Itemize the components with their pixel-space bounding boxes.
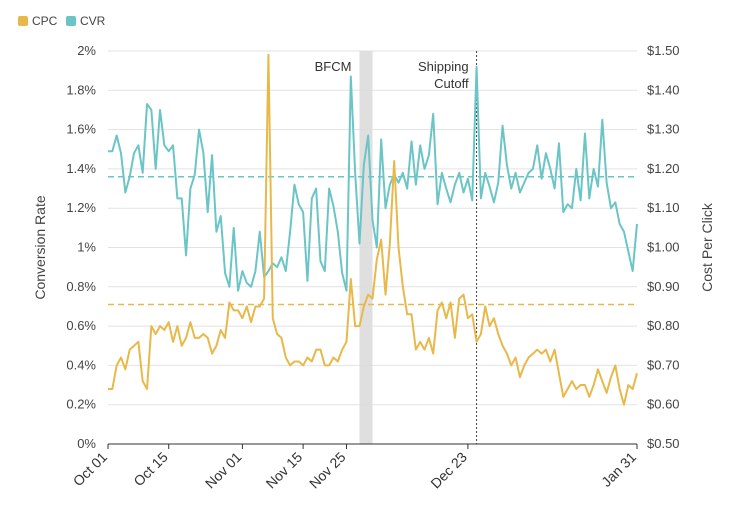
reference-lines xyxy=(108,176,637,306)
right-tick-label: $1.40 xyxy=(647,82,680,97)
right-tick-label: $0.60 xyxy=(647,397,680,412)
left-axis-title: Conversion Rate xyxy=(32,195,48,299)
series-line-cvr xyxy=(108,65,638,292)
bfcm-band xyxy=(359,51,373,444)
right-tick-label: $0.70 xyxy=(647,357,680,372)
legend-swatch-cpc xyxy=(18,16,28,26)
left-tick-label: 1% xyxy=(77,240,96,255)
left-tick-label: 0.2% xyxy=(66,397,96,412)
annotation-labels: BFCM Shipping Cutoff xyxy=(315,59,469,91)
axes: 0% $0.50 0.2% $0.60 0.4% $0.70 0.6% $0.80 0.8% $0… xyxy=(32,43,715,491)
x-tick-label: Dec 23 xyxy=(427,449,470,492)
x-tick-label: Oct 01 xyxy=(70,449,111,490)
x-tick-label: Nov 01 xyxy=(202,449,245,492)
right-tick-label: $1.00 xyxy=(647,240,680,255)
right-tick-label: $1.20 xyxy=(647,161,680,176)
left-tick-label: 1.4% xyxy=(66,161,96,176)
shipping-cutoff-label: Shipping xyxy=(418,59,469,74)
left-tick-label: 0.4% xyxy=(66,357,96,372)
right-tick-label: $0.50 xyxy=(647,436,680,451)
left-tick-label: 0% xyxy=(77,436,96,451)
legend-label-cpc: CPC xyxy=(32,14,58,28)
left-tick-label: 2% xyxy=(77,43,96,58)
legend: CPC CVR xyxy=(18,14,106,28)
right-tick-label: $1.30 xyxy=(647,122,680,137)
legend-label-cvr: CVR xyxy=(80,14,106,28)
left-tick-label: 0.8% xyxy=(66,279,96,294)
left-tick-label: 1.6% xyxy=(66,122,96,137)
right-tick-label: $1.50 xyxy=(647,43,680,58)
right-tick-label: $1.10 xyxy=(647,200,680,215)
x-tick-label: Jan 31 xyxy=(598,449,639,490)
right-axis-title: Cost Per Click xyxy=(699,202,715,292)
series-lines xyxy=(108,53,638,406)
left-tick-label: 1.2% xyxy=(66,200,96,215)
left-tick-label: 1.8% xyxy=(66,82,96,97)
shipping-cutoff-label: Cutoff xyxy=(434,76,469,91)
bfcm-label: BFCM xyxy=(315,59,352,74)
legend-swatch-cvr xyxy=(66,16,76,26)
left-tick-label: 0.6% xyxy=(66,318,96,333)
right-tick-label: $0.90 xyxy=(647,279,680,294)
x-tick-label: Nov 25 xyxy=(306,449,349,492)
series-line-cpc xyxy=(108,53,638,406)
right-tick-label: $0.80 xyxy=(647,318,680,333)
x-tick-label: Oct 15 xyxy=(130,449,171,490)
x-tick-label: Nov 15 xyxy=(263,449,306,492)
